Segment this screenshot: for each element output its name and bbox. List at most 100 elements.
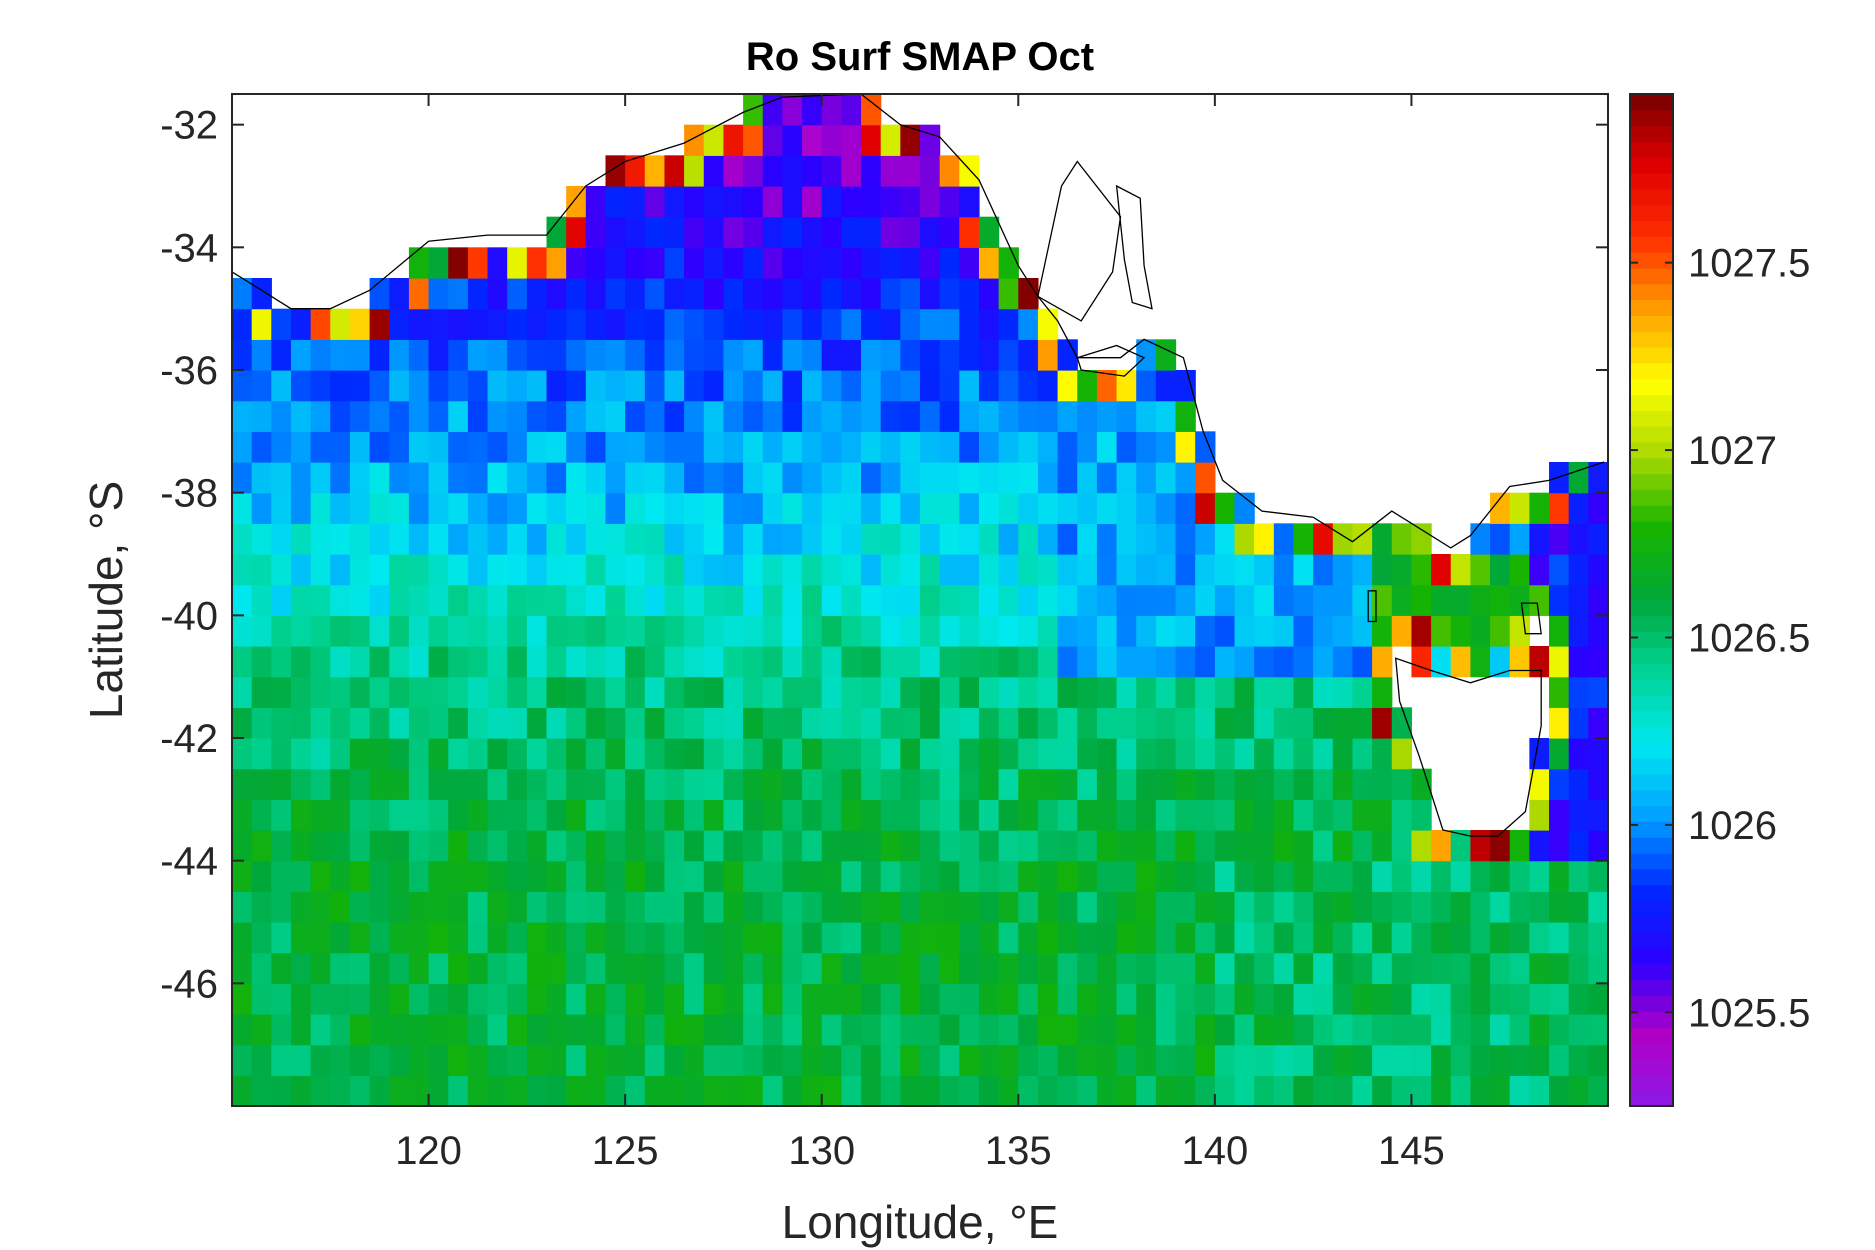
heatmap-cell — [939, 922, 960, 954]
heatmap-cell — [271, 738, 292, 770]
heatmap-cell — [703, 492, 725, 524]
heatmap-cell — [644, 891, 666, 923]
heatmap-cell — [585, 891, 607, 923]
heatmap-cell — [1588, 830, 1609, 862]
heatmap-cell — [723, 186, 744, 218]
heatmap-cell — [959, 768, 980, 800]
heatmap-cell — [310, 615, 331, 647]
heatmap-cell — [487, 278, 508, 310]
heatmap-cell — [743, 860, 764, 892]
heatmap-cell — [1509, 646, 1530, 678]
heatmap-cell — [389, 615, 410, 647]
heatmap-cell — [310, 922, 331, 954]
heatmap-cell — [1509, 1044, 1530, 1076]
heatmap-cell — [880, 400, 901, 432]
heatmap-cell — [290, 922, 312, 954]
heatmap-cell — [664, 370, 685, 402]
heatmap-cell — [1470, 1044, 1491, 1076]
heatmap-cell — [310, 860, 331, 892]
heatmap-cell — [939, 308, 960, 340]
heatmap-cell — [998, 554, 1019, 586]
heatmap-cell — [1254, 554, 1275, 586]
heatmap-cell — [1175, 860, 1196, 892]
heatmap-cell — [585, 216, 607, 248]
heatmap-cell — [349, 707, 371, 739]
heatmap-cell — [625, 400, 646, 432]
heatmap-cell — [408, 247, 430, 279]
heatmap-cell — [330, 799, 351, 831]
heatmap-cell — [585, 676, 607, 708]
heatmap-cell — [330, 707, 351, 739]
heatmap-cell — [821, 247, 842, 279]
heatmap-cell — [644, 216, 666, 248]
heatmap-cell — [743, 186, 764, 218]
heatmap-cell — [802, 830, 823, 862]
heatmap-cell — [389, 339, 410, 371]
heatmap-cell — [428, 278, 449, 310]
heatmap-cell — [585, 922, 607, 954]
heatmap-cell — [251, 952, 272, 984]
heatmap-cell — [585, 1014, 607, 1046]
heatmap-cell — [1155, 1014, 1177, 1046]
heatmap-cell — [526, 799, 548, 831]
heatmap-cell — [1116, 523, 1137, 555]
heatmap-cell — [330, 646, 351, 678]
heatmap-cell — [1254, 707, 1275, 739]
heatmap-cell — [841, 676, 862, 708]
heatmap-cell — [998, 247, 1019, 279]
heatmap-cell — [723, 155, 744, 187]
heatmap-cell — [802, 400, 823, 432]
heatmap-cell — [546, 738, 567, 770]
heatmap-cell — [507, 707, 528, 739]
heatmap-cell — [330, 339, 351, 371]
heatmap-cell — [684, 1075, 705, 1107]
heatmap-cell — [546, 707, 567, 739]
heatmap-cell — [1077, 1044, 1098, 1076]
heatmap-cell — [1509, 523, 1530, 555]
heatmap-cell — [290, 615, 312, 647]
heatmap-cell — [1234, 554, 1255, 586]
heatmap-cell — [389, 370, 410, 402]
heatmap-cell — [232, 799, 253, 831]
heatmap-cell — [762, 922, 783, 954]
heatmap-cell — [664, 860, 685, 892]
heatmap-cell — [841, 830, 862, 862]
heatmap-cell — [605, 615, 626, 647]
heatmap-cell — [880, 830, 901, 862]
y-ticks: -32-34-36-38-40-42-44-46 — [160, 104, 1608, 1006]
heatmap-cell — [1509, 860, 1530, 892]
heatmap-cell — [1391, 922, 1413, 954]
heatmap-cell — [782, 891, 803, 923]
heatmap-cell — [920, 492, 941, 524]
heatmap-cell — [369, 676, 390, 708]
heatmap-cell — [625, 216, 646, 248]
colorbar-band — [1630, 631, 1673, 649]
heatmap-cell — [389, 431, 410, 463]
heatmap-cell — [625, 431, 646, 463]
heatmap-cell — [330, 584, 351, 616]
heatmap-cell — [546, 339, 567, 371]
heatmap-cell — [290, 799, 312, 831]
heatmap-cell — [821, 1044, 842, 1076]
heatmap-cell — [428, 431, 449, 463]
heatmap-cell — [1096, 891, 1118, 923]
heatmap-cell — [664, 768, 685, 800]
heatmap-cell — [1568, 738, 1589, 770]
heatmap-cell — [232, 1044, 253, 1076]
heatmap-cell — [526, 738, 548, 770]
heatmap-cell — [861, 615, 882, 647]
heatmap-cell — [743, 615, 764, 647]
heatmap-cell — [605, 983, 626, 1015]
heatmap-cell — [978, 707, 1000, 739]
heatmap-cell — [802, 983, 823, 1015]
heatmap-cell — [310, 738, 331, 770]
heatmap-cell — [900, 124, 921, 156]
heatmap-cell — [684, 523, 705, 555]
heatmap-cell — [566, 339, 587, 371]
heatmap-cell — [1037, 1075, 1059, 1107]
heatmap-cell — [900, 523, 921, 555]
heatmap-cell — [625, 370, 646, 402]
heatmap-cell — [684, 431, 705, 463]
heatmap-cell — [644, 1044, 666, 1076]
heatmap-cell — [1234, 860, 1255, 892]
